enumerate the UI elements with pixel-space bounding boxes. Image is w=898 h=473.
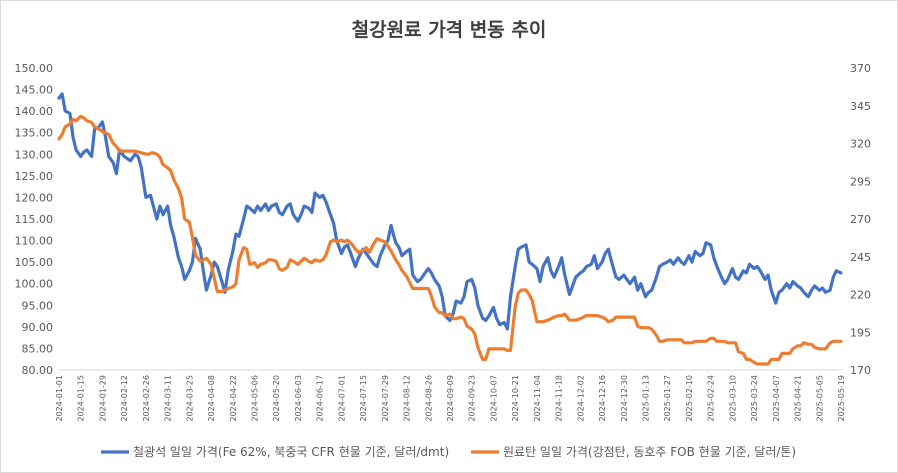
x-tick-label: 2025-01-27 — [663, 375, 672, 422]
left-y-tick-label: 145.00 — [15, 84, 54, 97]
x-tick-label: 2025-05-05 — [815, 375, 824, 422]
x-tick-label: 2025-04-21 — [794, 375, 803, 422]
legend-label: 철광석 일일 가격(Fe 62%, 북중국 CFR 현물 기준, 달러/dmt) — [133, 445, 449, 459]
left-y-tick-label: 150.00 — [15, 62, 54, 75]
right-y-tick-label: 370 — [850, 62, 871, 75]
x-tick-label: 2024-10-07 — [489, 375, 498, 422]
x-tick-label: 2025-02-24 — [707, 375, 716, 422]
right-y-tick-label: 295 — [850, 175, 871, 188]
x-tick-label: 2024-05-06 — [251, 375, 260, 422]
x-tick-label: 2025-02-10 — [685, 375, 694, 422]
x-tick-label: 2024-07-29 — [381, 375, 390, 422]
right-y-tick-label: 320 — [850, 138, 871, 151]
left-y-tick-label: 135.00 — [15, 127, 54, 140]
left-y-tick-label: 95.00 — [22, 299, 54, 312]
x-tick-label: 2024-02-12 — [120, 375, 129, 422]
x-tick-label: 2025-03-10 — [728, 375, 737, 422]
left-y-tick-label: 90.00 — [22, 321, 54, 334]
x-tick-label: 2024-04-22 — [229, 375, 238, 422]
x-tick-label: 2024-05-20 — [272, 375, 281, 422]
x-tick-label: 2024-11-04 — [533, 375, 542, 422]
right-y-axis: 170 195 220 245 270 295 320 345 370 — [850, 62, 871, 377]
iron-ore-series-line — [57, 92, 843, 331]
right-y-tick-label: 170 — [850, 364, 871, 377]
x-tick-label: 2024-04-08 — [207, 375, 216, 422]
left-y-tick-label: 130.00 — [15, 148, 54, 161]
x-tick-label: 2024-08-26 — [424, 375, 433, 422]
x-tick-label: 2024-12-16 — [598, 375, 607, 422]
x-tick-label: 2024-01-15 — [77, 375, 86, 422]
left-y-tick-label: 110.00 — [15, 235, 54, 248]
left-y-tick-label: 85.00 — [22, 342, 54, 355]
left-y-tick-label: 100.00 — [15, 278, 54, 291]
x-tick-label: 2025-04-07 — [772, 375, 781, 422]
chart-title: 철강원료 가격 변동 추이 — [352, 19, 547, 41]
right-y-tick-label: 195 — [850, 326, 871, 339]
legend-label: 원료탄 일일 가격(강점탄, 동호주 FOB 현물 기준, 달러/톤) — [503, 445, 796, 459]
x-tick-label: 2024-06-17 — [316, 375, 325, 422]
legend: 철광석 일일 가격(Fe 62%, 북중국 CFR 현물 기준, 달러/dmt)… — [101, 445, 796, 459]
left-y-tick-label: 140.00 — [15, 105, 54, 118]
x-tick-label: 2025-01-13 — [642, 375, 651, 422]
right-y-tick-label: 245 — [850, 251, 871, 264]
right-y-tick-label: 270 — [850, 213, 871, 226]
x-tick-label: 2024-03-25 — [185, 375, 194, 422]
left-y-tick-label: 105.00 — [15, 256, 54, 269]
left-y-axis: 80.00 85.00 90.00 95.00 100.00 105.00 110.00 11… — [15, 62, 54, 377]
x-tick-label: 2024-12-02 — [576, 375, 585, 422]
x-tick-label: 2024-12-30 — [620, 375, 629, 422]
coking-coal-series-line — [57, 114, 843, 366]
x-tick-label: 2024-06-03 — [294, 375, 303, 422]
x-tick-label: 2024-02-26 — [142, 375, 151, 422]
left-y-tick-label: 115.00 — [15, 213, 54, 226]
x-tick-label: 2025-05-19 — [837, 375, 846, 422]
right-y-tick-label: 220 — [850, 289, 871, 302]
x-tick-label: 2024-10-21 — [511, 375, 520, 422]
left-y-tick-label: 120.00 — [15, 191, 54, 204]
x-tick-label: 2024-03-11 — [164, 375, 173, 422]
left-y-tick-label: 80.00 — [22, 364, 54, 377]
x-tick-label: 2024-01-01 — [55, 375, 64, 422]
x-tick-label: 2024-09-09 — [446, 375, 455, 422]
x-tick-label: 2024-09-23 — [468, 375, 477, 422]
x-tick-label: 2024-08-12 — [403, 375, 412, 422]
x-tick-label: 2024-11-18 — [555, 375, 564, 422]
x-tick-label: 2025-03-24 — [750, 375, 759, 422]
x-tick-label: 2024-01-29 — [98, 375, 107, 422]
x-tick-label: 2024-07-15 — [359, 375, 368, 422]
x-tick-label: 2024-07-01 — [337, 375, 346, 422]
left-y-tick-label: 125.00 — [15, 170, 54, 183]
right-y-tick-label: 345 — [850, 100, 871, 113]
x-axis: 2024-01-01 2024-01-15 2024-01-29 2024-02-12… — [55, 369, 846, 422]
series-lines — [57, 92, 843, 366]
